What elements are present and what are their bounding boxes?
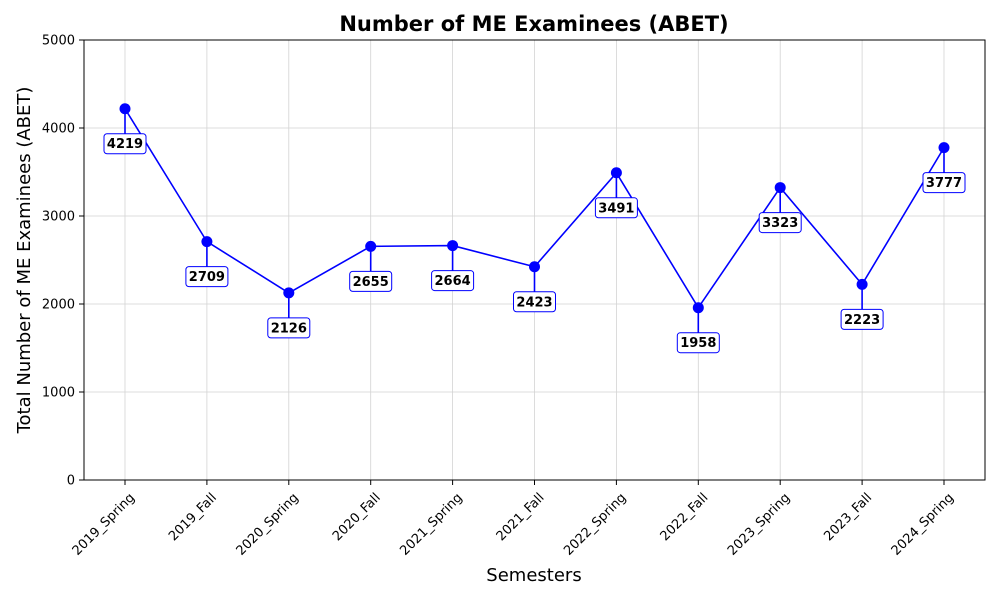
- data-label-box: [185, 266, 229, 288]
- data-label-box: [676, 332, 720, 354]
- data-label-box: [431, 270, 475, 292]
- data-label: 3323: [762, 216, 798, 231]
- data-labels: 4219 2709 2126 2655 2664 2423 3491 1958 3323 2223…: [103, 108, 966, 354]
- y-tick-label: 0: [67, 474, 75, 489]
- y-axis-label: Total Number of ME Examinees (ABET): [14, 87, 35, 435]
- data-label: 1958: [680, 336, 716, 351]
- y-tick-label: 1000: [42, 386, 75, 401]
- data-label-box: [267, 317, 311, 339]
- data-label: 2709: [189, 270, 225, 285]
- data-label-box: [103, 133, 147, 155]
- data-label: 2655: [353, 275, 389, 290]
- data-label-box: [594, 197, 638, 219]
- data-label: 2126: [271, 321, 307, 336]
- data-label-box: [840, 308, 884, 330]
- chart-title: Number of ME Examinees (ABET): [339, 12, 728, 36]
- data-label: 3777: [926, 176, 962, 191]
- data-label-box: [349, 270, 393, 292]
- data-label-box: [758, 212, 802, 234]
- data-label: 3491: [598, 201, 634, 216]
- y-tick-label: 2000: [42, 298, 75, 313]
- y-tick-label: 5000: [42, 34, 75, 49]
- y-axis-ticks: 0 1000 2000 3000 4000 5000: [42, 34, 84, 489]
- data-label: 2423: [516, 295, 552, 310]
- y-tick-label: 3000: [42, 210, 75, 225]
- data-label-box: [922, 172, 966, 194]
- data-label: 4219: [107, 137, 143, 152]
- x-axis-label: Semesters: [486, 565, 581, 586]
- data-label: 2223: [844, 313, 880, 328]
- data-label: 2664: [435, 274, 471, 289]
- y-tick-label: 4000: [42, 122, 75, 137]
- data-label-box: [513, 291, 556, 313]
